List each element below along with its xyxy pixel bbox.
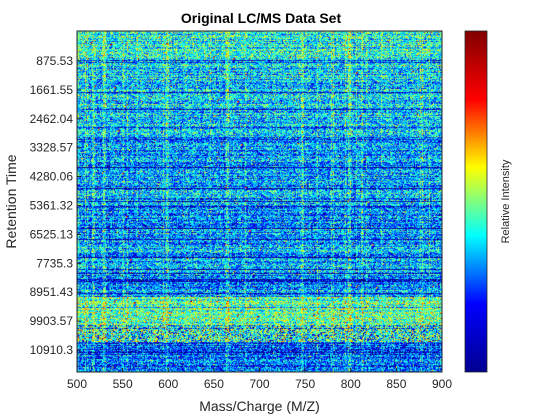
x-axis-label: Mass/Charge (M/Z)	[199, 398, 320, 414]
y-tick-label: 2462.04	[30, 112, 74, 126]
y-tick-label: 9903.57	[30, 314, 74, 328]
y-tick-label: 8951.43	[30, 285, 74, 299]
chart-title: Original LC/MS Data Set	[181, 10, 342, 26]
x-tick-label: 800	[341, 377, 361, 391]
colorbar	[465, 31, 487, 372]
x-tick-label: 850	[386, 377, 406, 391]
x-tick-label: 600	[158, 377, 178, 391]
x-tick-label: 700	[249, 377, 269, 391]
y-axis-label: Retention Time	[3, 154, 19, 248]
y-tick-label: 6525.13	[30, 227, 74, 241]
colorbar-label: Relative Intensity	[500, 159, 512, 243]
y-tick-label: 4280.06	[30, 170, 74, 184]
y-tick-label: 10910.3	[30, 343, 74, 357]
x-tick-label: 900	[432, 377, 452, 391]
x-tick-label: 650	[204, 377, 224, 391]
y-tick-label: 1661.55	[30, 83, 74, 97]
heatmap-plot-area	[77, 31, 442, 372]
y-tick-label: 5361.32	[30, 199, 74, 213]
y-tick-label: 3328.57	[30, 141, 74, 155]
y-axis: 875.53 1661.55 2462.04 3328.57 4280.06 5361.3…	[30, 54, 81, 357]
x-tick-label: 500	[67, 377, 87, 391]
heatmap-image	[77, 31, 442, 372]
y-tick-label: 7735.3	[36, 256, 73, 270]
colorbar-frame	[464, 30, 488, 373]
x-tick-label: 750	[295, 377, 315, 391]
y-tick-label: 875.53	[36, 54, 73, 68]
x-tick-label: 550	[113, 377, 133, 391]
x-axis: 500 550 600 650 700 750 800 850 900	[67, 368, 452, 391]
